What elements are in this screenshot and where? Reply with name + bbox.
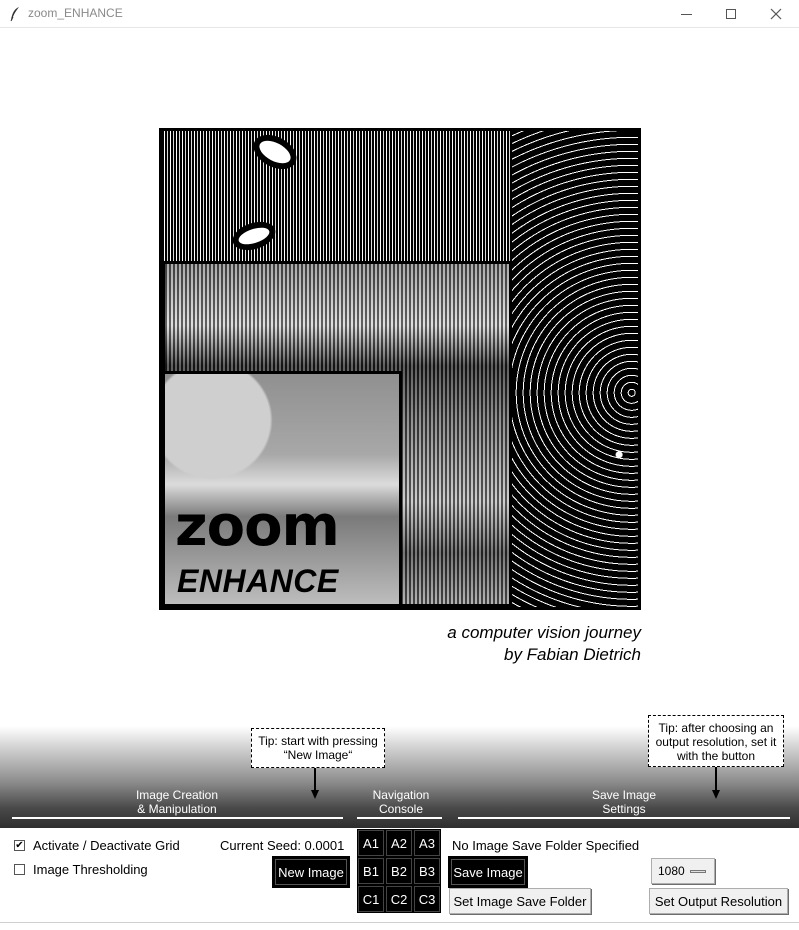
- minimize-icon: [680, 13, 692, 15]
- tip-text: with the button: [676, 749, 756, 763]
- section-title-creation: Image Creation & Manipulation: [112, 788, 242, 816]
- section-title-line: & Manipulation: [137, 802, 217, 816]
- set-output-resolution-button[interactable]: Set Output Resolution: [649, 888, 788, 914]
- tip-connector: [715, 767, 717, 790]
- down-arrow-icon: [712, 790, 720, 799]
- tip-text: “New Image“: [283, 748, 353, 762]
- checkbox-unchecked-icon[interactable]: [14, 864, 25, 875]
- nav-button-a2[interactable]: A2: [386, 830, 412, 856]
- subtitle: a computer vision journey: [447, 623, 641, 642]
- tip-text: Tip: after choosing an: [658, 721, 774, 735]
- logo-enhance: ENHANCE: [177, 563, 339, 599]
- title-bar: zoom_ENHANCE: [0, 0, 799, 28]
- feather-icon: [9, 6, 21, 22]
- tip-text: output resolution, set it: [655, 735, 777, 749]
- nav-button-b1[interactable]: B1: [358, 858, 384, 884]
- section-title-line: Console: [378, 802, 424, 816]
- minimize-button[interactable]: [663, 0, 709, 28]
- maximize-button[interactable]: [708, 0, 754, 28]
- author-credit: by Fabian Dietrich: [503, 645, 641, 664]
- section-title-navigation: Navigation Console: [352, 788, 450, 816]
- close-button[interactable]: [753, 0, 799, 28]
- section-title-line: Navigation: [372, 788, 430, 802]
- close-icon: [770, 8, 782, 20]
- section-title-save: Save Image Settings: [574, 788, 674, 816]
- artwork-inner-frame: [162, 371, 402, 607]
- option-menu-indicator-icon: [690, 870, 706, 873]
- maximize-icon: [726, 9, 736, 19]
- logo-zoom: zoom: [175, 494, 340, 559]
- window-title: zoom_ENHANCE: [28, 6, 123, 20]
- nav-button-a3[interactable]: A3: [414, 830, 440, 856]
- tip-output-resolution: Tip: after choosing an output resolution…: [648, 715, 784, 767]
- navigation-console: A1 A2 A3 B1 B2 B3 C1 C2 C3: [357, 829, 441, 913]
- current-seed-label: Current Seed: 0.0001: [220, 838, 345, 853]
- tip-text: Tip: start with pressing: [258, 734, 378, 748]
- nav-button-b3[interactable]: B3: [414, 858, 440, 884]
- section-title-line: Image Creation: [135, 788, 219, 802]
- section-divider: [458, 817, 790, 819]
- nav-button-c2[interactable]: C2: [386, 886, 412, 912]
- thresholding-label: Image Thresholding: [33, 862, 148, 877]
- tip-new-image: Tip: start with pressing “New Image“: [251, 728, 385, 768]
- checkbox-checked-icon[interactable]: ✔: [14, 840, 25, 851]
- section-title-line: Save Image: [591, 788, 657, 802]
- grid-toggle-checkbox[interactable]: ✔ Activate / Deactivate Grid: [14, 838, 180, 853]
- section-divider: [12, 817, 343, 819]
- thresholding-checkbox[interactable]: Image Thresholding: [14, 862, 148, 877]
- save-image-button[interactable]: Save Image: [448, 856, 528, 888]
- set-save-folder-button[interactable]: Set Image Save Folder: [449, 888, 591, 914]
- grid-toggle-label: Activate / Deactivate Grid: [33, 838, 180, 853]
- section-divider: [357, 817, 442, 819]
- nav-button-c1[interactable]: C1: [358, 886, 384, 912]
- window-bottom-edge: [0, 922, 799, 923]
- save-folder-status: No Image Save Folder Specified: [452, 838, 640, 853]
- new-image-button[interactable]: New Image: [272, 856, 350, 888]
- hero-artwork: zoom ENHANCE: [159, 128, 641, 610]
- resolution-value: 1080: [658, 864, 685, 878]
- nav-button-c3[interactable]: C3: [414, 886, 440, 912]
- resolution-select[interactable]: 1080: [651, 858, 715, 884]
- nav-button-a1[interactable]: A1: [358, 830, 384, 856]
- down-arrow-icon: [311, 790, 319, 799]
- nav-button-b2[interactable]: B2: [386, 858, 412, 884]
- artwork-swirl: [512, 131, 638, 607]
- tip-connector: [314, 768, 316, 790]
- section-title-line: Settings: [602, 802, 646, 816]
